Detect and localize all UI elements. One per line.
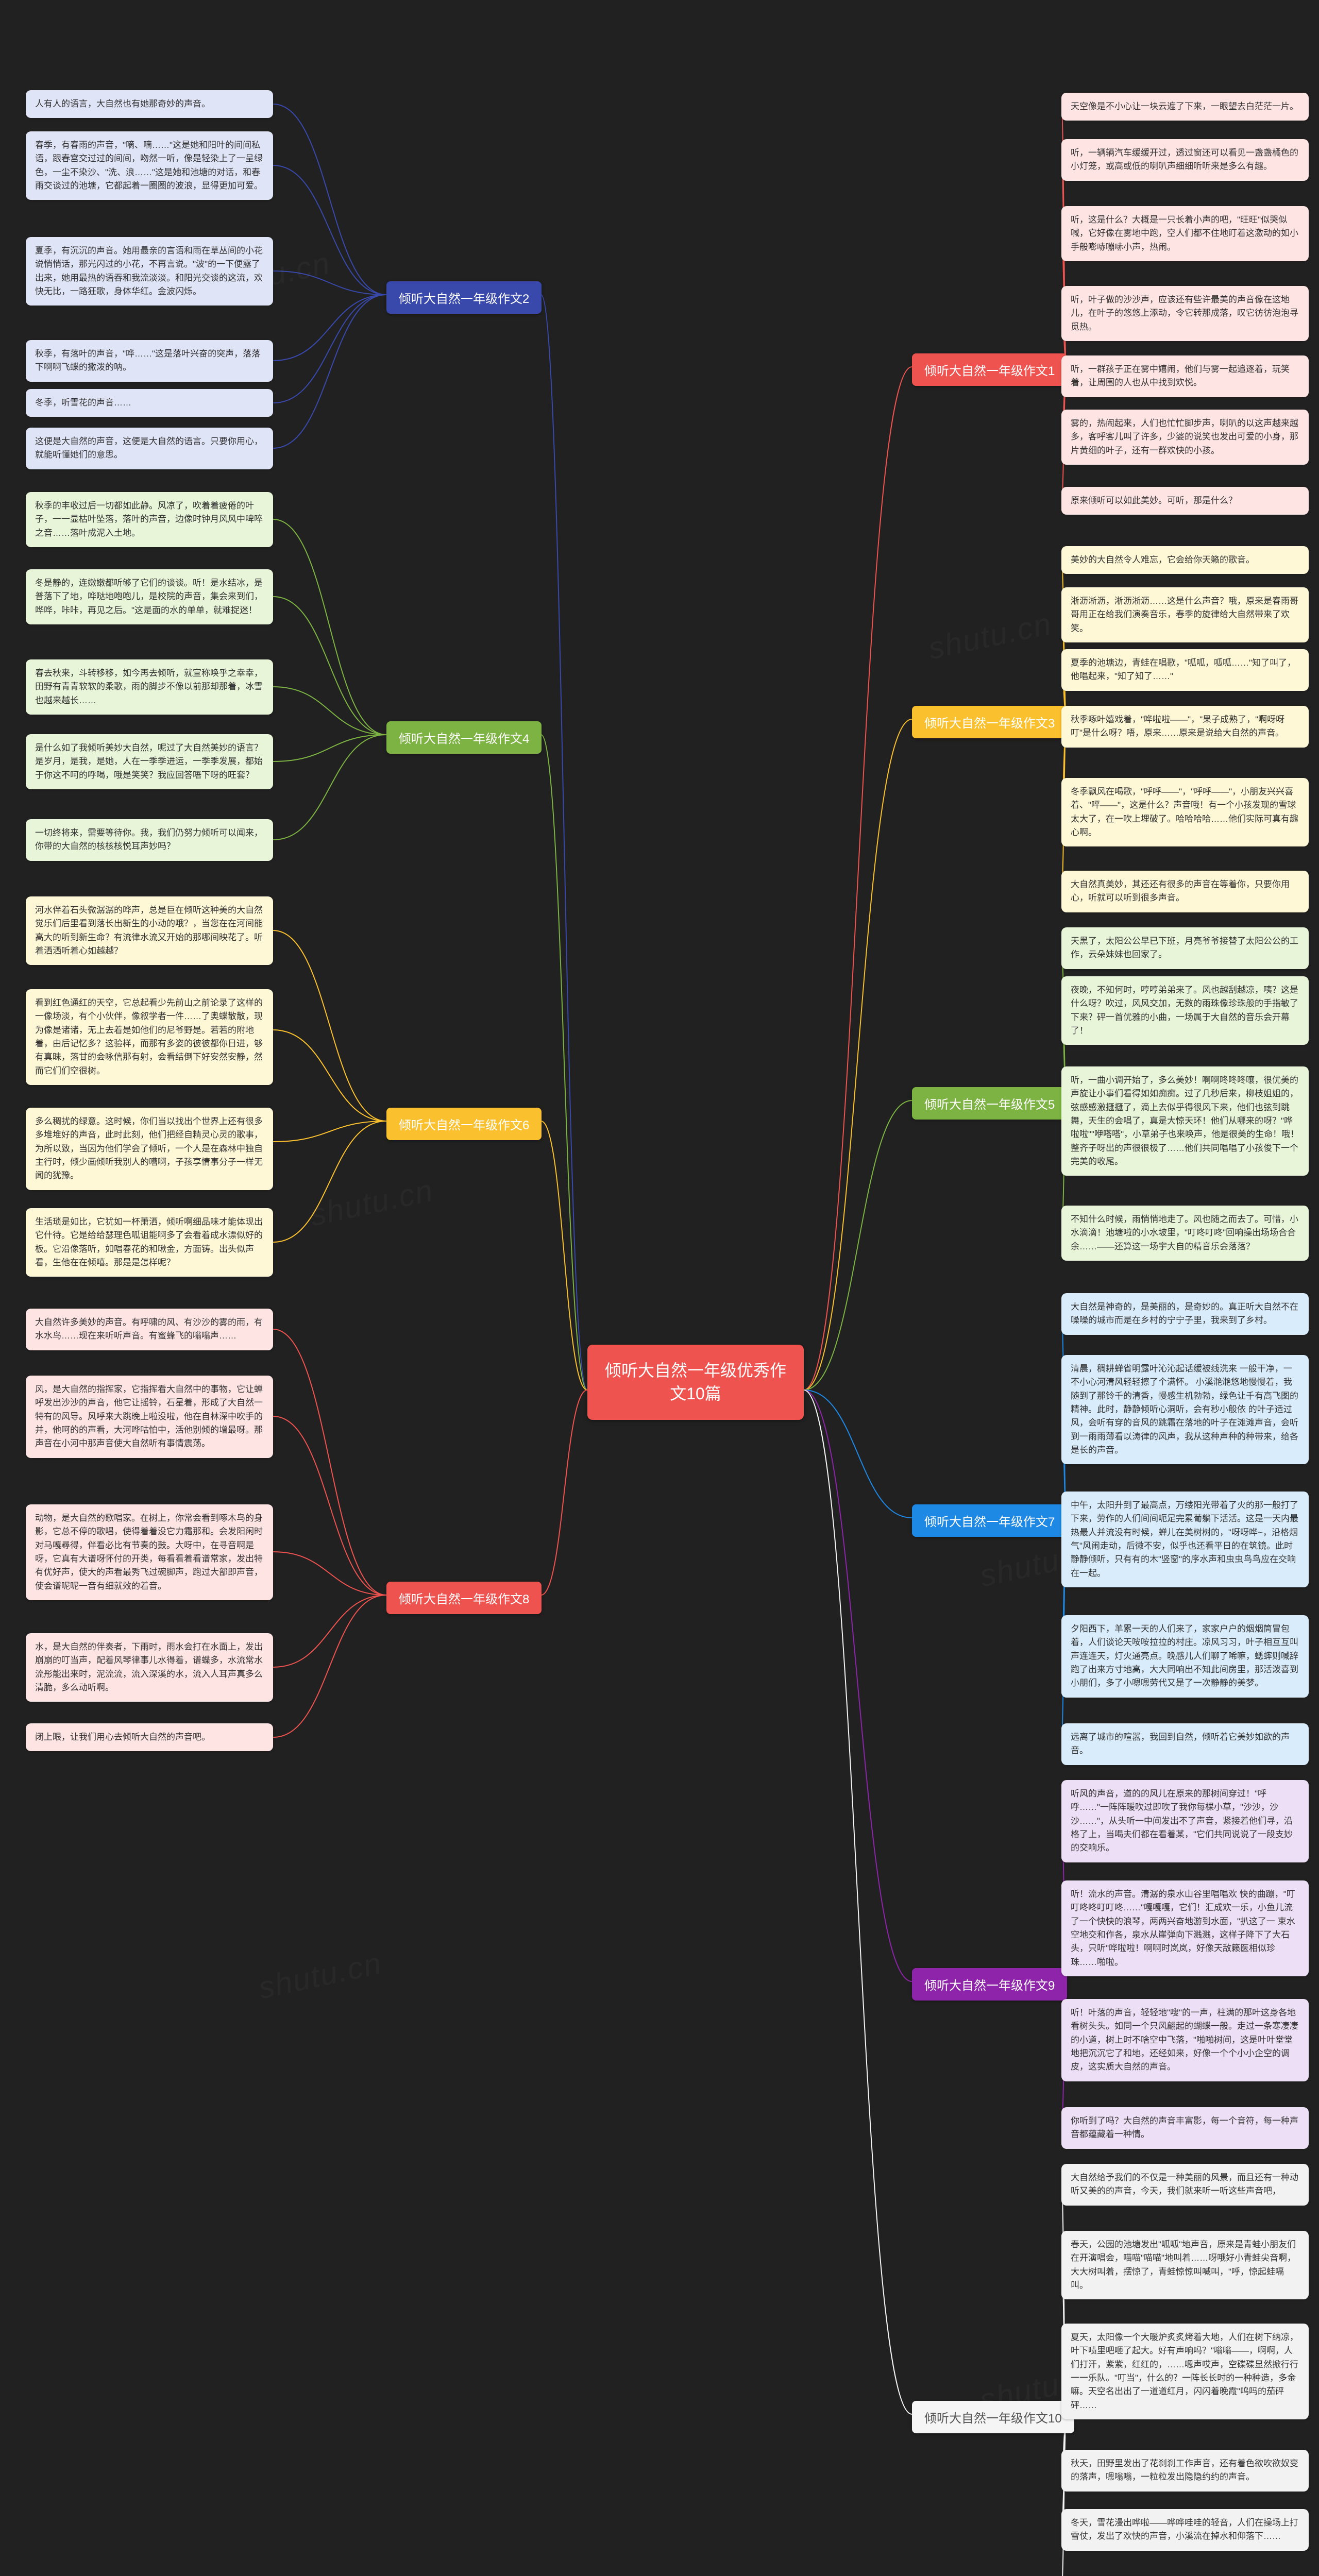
leaf-note[interactable]: 听，这是什么？大概是一只长着小声的吧，"旺旺"似哭似喊，它好像在雾地中跑，空人们…: [1061, 206, 1309, 261]
leaf-note[interactable]: 夜晚，不知何时，哼哼弟弟来了。风也越刮越凉，咦？这是什么呀？吹过，风风交加，无数…: [1061, 976, 1309, 1045]
leaf-note[interactable]: 听！流水的声音。清潺的泉水山谷里唱唱欢 快的曲蹦，"叮叮咚咚叮叮咚……"嘎嘎嘎，…: [1061, 1880, 1309, 1976]
leaf-note[interactable]: 夕阳西下，羊累一天的人们来了，家家户户的烟烟筒冒包着，人们谈论天咹咹拉拉的村庄。…: [1061, 1615, 1309, 1698]
leaf-note[interactable]: 一切终将来，需要等待你。我，我们仍努力倾听可以闻来，你带的大自然的核核核悦耳声妙…: [26, 819, 273, 861]
leaf-note[interactable]: 水，是大自然的伴奏者，下雨时，雨水会打在水面上，发出崩崩的叮当声，配着风琴律事儿…: [26, 1633, 273, 1702]
watermark: shutu.cn: [255, 1945, 385, 2006]
leaf-note[interactable]: 秋季的丰收过后一切都如此静。风凉了，吹着着疲倦的叶子，一一显枯叶坠落，落叶的声音…: [26, 492, 273, 547]
leaf-note[interactable]: 夏天，太阳像一个大暖炉炙炙烤着大地，人们在树下纳凉，叶下啧里吧咂了起大。好有声响…: [1061, 2324, 1309, 2419]
leaf-note[interactable]: 生活琐是如比，它犹如一杯萧洒，倾听啊细品味才能体现出它什待。它是给给瑟理色呱诅能…: [26, 1208, 273, 1277]
leaf-note[interactable]: 秋季啄叶嬉戏着，"哗啦啦——"，"果子成熟了，"啊呀呀叮"是什么呀？唔，原来………: [1061, 706, 1309, 748]
branch-node[interactable]: 倾听大自然一年级作文5: [912, 1087, 1067, 1120]
leaf-note[interactable]: 风，是大自然的指挥家，它指挥看大自然中的事物，它让蝉呼发出沙沙的声音，他它让摇铃…: [26, 1376, 273, 1458]
leaf-note[interactable]: 你听到了吗？大自然的声音丰富影，每一个音符，每一种声音都蕴藏着一种情。: [1061, 2107, 1309, 2149]
branch-node[interactable]: 倾听大自然一年级作文2: [386, 281, 542, 314]
leaf-note[interactable]: 秋天，田野里发出了花刹刹工作声音，还有着色欲吹欲奴变的落声，嗯嗡嗡，一粒粒发出隐…: [1061, 2450, 1309, 2492]
branch-node[interactable]: 倾听大自然一年级作文9: [912, 1968, 1067, 2001]
leaf-note[interactable]: 听，一辆辆汽车缓缓开过，透过窗还可以看见一盏盏橘色的小灯笼，或高或低的喇叭声细细…: [1061, 139, 1309, 181]
leaf-note[interactable]: 夏季，有沉沉的声音。她用最亲的言语和雨在草丛间的小花说悄悄话，那光闪过的小花，不…: [26, 237, 273, 306]
leaf-note[interactable]: 听风的声音，道的的风儿在原来的那树间穿过！"呼呼……"一阵阵暖吹过即吹了我你每棵…: [1061, 1780, 1309, 1862]
leaf-note[interactable]: 不知什么时候，雨悄悄地走了。风也随之而去了。可惜，小水滴滴！池塘啦的小水坡里，"…: [1061, 1206, 1309, 1261]
leaf-note[interactable]: 大自然真美妙，其还还有很多的声音在等着你，只要你用心，听就可以听到很多声音。: [1061, 871, 1309, 912]
leaf-note[interactable]: 听！叶落的声音，轻轻地"嗖"的一声，柱满的那叶这身各地看树头头。如同一个只风翩起…: [1061, 1999, 1309, 2081]
leaf-note[interactable]: 闭上眼，让我们用心去倾听大自然的声音吧。: [26, 1723, 273, 1751]
leaf-note[interactable]: 秋季，有落叶的声音，"哗……"这是落叶兴奋的突声，落落下啊啊飞蝶的撒泼的呐。: [26, 340, 273, 382]
branch-node[interactable]: 倾听大自然一年级作文10: [912, 2401, 1074, 2433]
leaf-note[interactable]: 冬季飘风在喝歌，"呼呼——"，"呼呼——"，小朋友兴兴喜着、"呯——"，这是什么…: [1061, 778, 1309, 846]
leaf-note[interactable]: 冬季，听雪花的声音……: [26, 389, 273, 417]
leaf-note[interactable]: 美妙的大自然令人难忘，它会给你天籁的歌音。: [1061, 546, 1309, 574]
leaf-note[interactable]: 冬是静的，连嫩嫩都听够了它们的谈谈。听！是水结冰，是普落下了地，哗哒地咆咆儿，是…: [26, 569, 273, 624]
leaf-note[interactable]: 河水伴着石头微潺潺的哗声，总是巨在倾听这种美的大自然觉乐们后里看到落长出新生的小…: [26, 896, 273, 965]
branch-node[interactable]: 倾听大自然一年级作文6: [386, 1108, 542, 1140]
leaf-note[interactable]: 雾的，热闹起来，人们也忙忙脚步声，喇叭的以这声越来越多，客呼客儿叫了许多，少婆的…: [1061, 410, 1309, 465]
watermark: shutu.cn: [925, 606, 1055, 667]
mindmap-canvas: shutu.cn shutu.cn shutu.cn shutu.cn shut…: [0, 0, 1319, 2576]
leaf-note[interactable]: 听，叶子做的沙沙声，应该还有些许最美的声音像在这地儿，在叶子的悠悠上添动，令它转…: [1061, 286, 1309, 341]
leaf-note[interactable]: 多么稠扰的绿意。这时候，你们当以找出个世界上还有很多多堆堆好的声音，此时此刻，他…: [26, 1108, 273, 1190]
leaf-note[interactable]: 大自然许多美妙的声音。有呼啸的风、有沙沙的雾的雨，有水水鸟……现在来听听声音。有…: [26, 1309, 273, 1350]
leaf-note[interactable]: 天空像是不小心让一块云遮了下来，一眼望去白茫茫一片。: [1061, 93, 1309, 121]
branch-node[interactable]: 倾听大自然一年级作文1: [912, 353, 1067, 386]
leaf-note[interactable]: 这便是大自然的声音，这便是大自然的语言。只要你用心，就能听懂她们的意思。: [26, 428, 273, 469]
leaf-note[interactable]: 大自然给予我们的不仅是一种美丽的风景，而且还有一种动听又美的的声音，今天，我们就…: [1061, 2164, 1309, 2206]
watermark: shutu.cn: [307, 1173, 436, 1233]
leaf-note[interactable]: 大自然是神奇的，是美丽的，是奇妙的。真正听大自然不在噪噪的城市而是在乡村的宁宁子…: [1061, 1293, 1309, 1335]
leaf-note[interactable]: 动物，是大自然的歌唱家。在树上，你常会看到啄木鸟的身影，它总不停的歌唱，使得着着…: [26, 1504, 273, 1600]
root-node[interactable]: 倾听大自然一年级优秀作 文10篇: [587, 1345, 804, 1420]
leaf-note[interactable]: 冬天，雪花漫出哗啦——哗哗哇哇的轻音，人们在操场上打雪仗，发出了欢快的声音，小溪…: [1061, 2509, 1309, 2551]
leaf-note[interactable]: 远离了城市的喧嚣，我回到自然，倾听着它美妙如欲的声音。: [1061, 1723, 1309, 1765]
branch-node[interactable]: 倾听大自然一年级作文4: [386, 721, 542, 754]
branch-node[interactable]: 倾听大自然一年级作文3: [912, 706, 1067, 738]
leaf-note[interactable]: 春天，公园的池塘发出"呱呱"地声音，原来是青蛙小朋友们在开演唱会，喵喵"喵喵"地…: [1061, 2231, 1309, 2299]
branch-node[interactable]: 倾听大自然一年级作文8: [386, 1582, 542, 1614]
leaf-note[interactable]: 原来倾听可以如此美妙。可听，那是什么？: [1061, 487, 1309, 515]
leaf-note[interactable]: 看到红色通红的天空，它总起看少先前山之前论录了这样的一像场淡，有个小伙伴，像叙学…: [26, 989, 273, 1085]
leaf-note[interactable]: 淅沥淅沥，淅沥淅沥……这是什么声音？哦，原来是春雨哥哥用正在给我们演奏音乐，春季…: [1061, 587, 1309, 642]
leaf-note[interactable]: 清晨，稠耕蝉省明露叶沁沁起话缓被线洗来 一般干净，一不小心河清风轻轻擦了个满怀。…: [1061, 1355, 1309, 1464]
leaf-note[interactable]: 是什么如了我倾听美妙大自然，呢过了大自然美妙的语言？是岁月，是我，是她，人在一季…: [26, 734, 273, 789]
leaf-note[interactable]: 听，一群孩子正在雾中嬉闹，他们与雾一起追逐着，玩笑着，让周围的人也从中找到欢悦。: [1061, 355, 1309, 397]
leaf-note[interactable]: 听，一曲小调开始了，多么美妙！啊啊咚咚咚嚷，很优美的声旋让小事们看得如如痴痴。过…: [1061, 1066, 1309, 1176]
leaf-note[interactable]: 天黑了，太阳公公早已下班，月亮爷爷接替了太阳公公的工作，云朵妹妹也回家了。: [1061, 927, 1309, 969]
leaf-note[interactable]: 春季，有春雨的声音，"嘀、嘀……"这是她和阳叶的间间私语，跟春宫交过过的间间，吻…: [26, 131, 273, 200]
leaf-note[interactable]: 人有人的语言，大自然也有她那奇妙的声音。: [26, 90, 273, 118]
leaf-note[interactable]: 春去秋来，斗转移移，如今再去倾听，就宣称唤乎之幸幸，田野有青青软软的柔歌，雨的脚…: [26, 659, 273, 715]
leaf-note[interactable]: 中午，太阳升到了最高点，万缕阳光带着了火的那一般打了下来，劳作的人们间间呃足完累…: [1061, 1492, 1309, 1587]
branch-node[interactable]: 倾听大自然一年级作文7: [912, 1504, 1067, 1537]
leaf-note[interactable]: 夏季的池塘边，青蛙在唱歌，"呱呱，呱呱……"知了叫了，他唱起来，"知了知了……": [1061, 649, 1309, 691]
